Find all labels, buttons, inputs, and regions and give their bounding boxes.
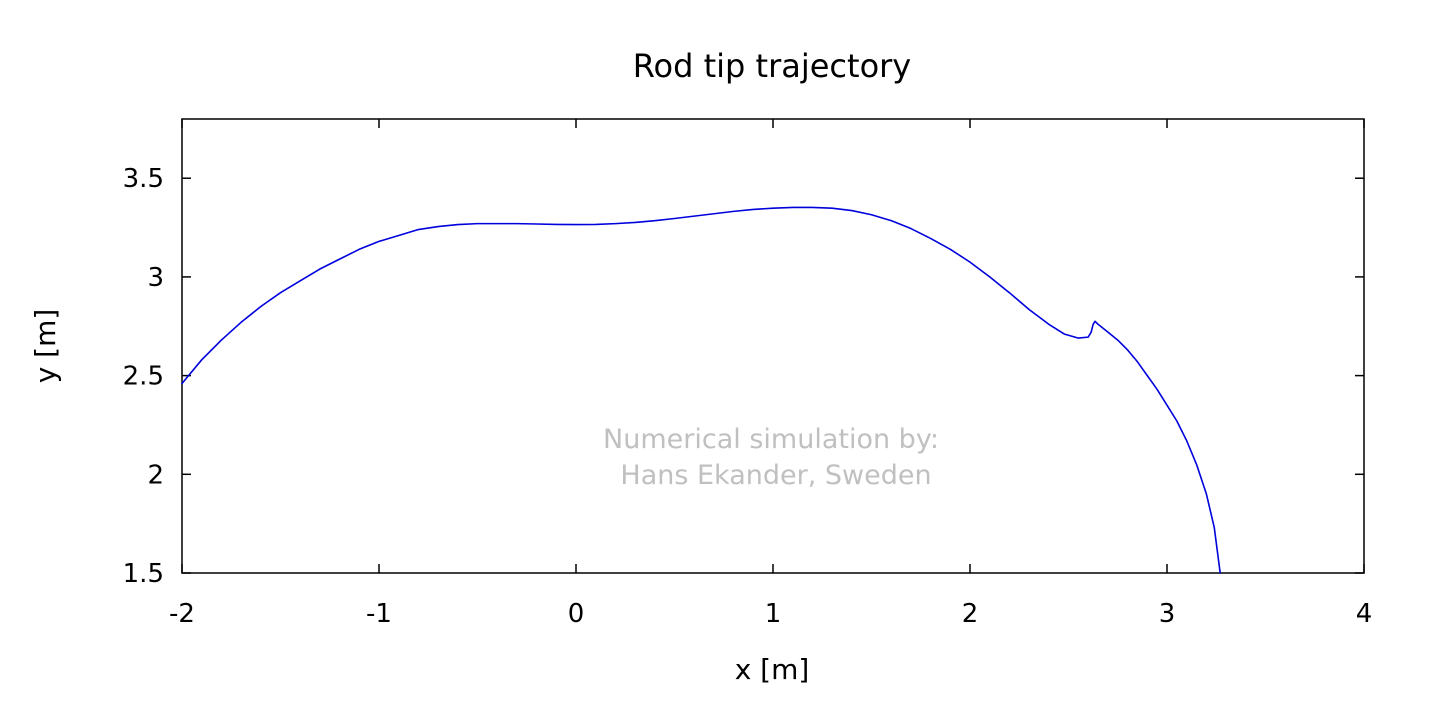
x-tick-label: 0 (568, 599, 585, 629)
y-tick-label: 3.5 (123, 164, 164, 194)
x-tick-label: -1 (366, 599, 392, 629)
chart-title: Rod tip trajectory (633, 47, 911, 85)
x-tick-label: 2 (962, 599, 979, 629)
x-tick-label: 4 (1356, 599, 1373, 629)
watermark-line-2: Hans Ekander, Sweden (620, 460, 931, 491)
y-tick-label: 3 (147, 263, 164, 293)
x-axis-label: x [m] (735, 653, 810, 686)
x-tick-label: 3 (1159, 599, 1176, 629)
y-tick-label: 2.5 (123, 362, 164, 392)
y-axis-ticks: 1.5 2 2.5 3 3.5 (123, 164, 1364, 589)
x-axis-ticks: -2 -1 0 1 2 3 4 (169, 119, 1372, 629)
plot-frame (181, 118, 1365, 574)
y-axis-label: y [m] (29, 309, 62, 384)
trajectory-line (181, 206, 1221, 574)
x-tick-label: 1 (765, 599, 782, 629)
y-tick-label: 2 (147, 460, 164, 490)
series-layer (181, 206, 1221, 574)
watermark-line-1: Numerical simulation by: (603, 424, 939, 455)
y-tick-label: 1.5 (123, 559, 164, 589)
x-tick-label: -2 (169, 599, 195, 629)
